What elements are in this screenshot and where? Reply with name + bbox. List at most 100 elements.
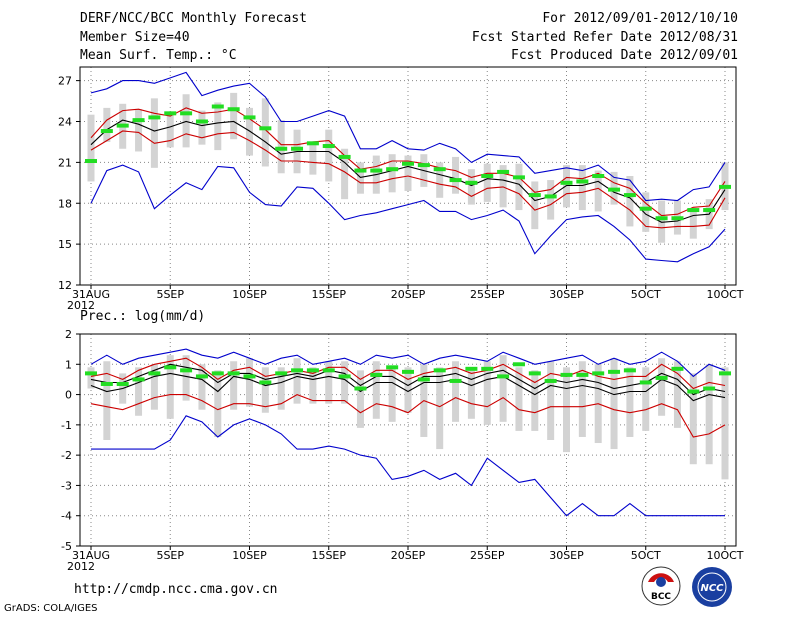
prec-observed-mark: [243, 374, 256, 379]
temp-spread-box: [261, 98, 269, 167]
temp-observed-mark: [592, 174, 605, 178]
prec-observed-mark: [623, 368, 636, 373]
grads-credit: GrADS: COLA/IGES: [4, 603, 98, 614]
temp-observed-mark: [164, 111, 177, 116]
temp-xtick-label: 10SEP: [232, 288, 267, 301]
temp-spread-box: [325, 129, 333, 182]
prec-ytick-label: 1: [65, 358, 72, 371]
prec-line-max: [90, 348, 726, 378]
variable-label: Mean Surf. Temp.: °C: [80, 48, 237, 63]
temp-observed-mark: [275, 146, 288, 151]
temp-spread-box: [341, 148, 349, 200]
temp-spread-box: [214, 102, 222, 151]
ncc-logo-icon: NCC: [692, 567, 732, 607]
forecast-period: For 2012/09/01-2012/10/10: [542, 11, 738, 26]
temp-spread-box: [230, 92, 238, 140]
temp-observed-mark: [85, 159, 97, 164]
prec-observed-mark: [544, 378, 557, 383]
prec-xtick-label: 20SEP: [391, 549, 426, 562]
temp-panel: 12 15 18 21 24 27 31AUG 5SEP 10SEP 15SEP 20SEP 25SE…: [58, 66, 744, 312]
prec-observed-mark: [85, 371, 97, 376]
prec-observed-mark: [512, 362, 525, 367]
temp-spread-box: [531, 181, 539, 230]
prec-xtick-label: 10SEP: [232, 549, 267, 562]
prec-spread-box: [388, 367, 396, 422]
temp-observed-mark: [608, 187, 621, 192]
prec-observed-mark: [592, 371, 605, 376]
temp-spread-box: [436, 162, 444, 198]
agency-logos: BCC NCC: [641, 566, 732, 607]
prec-spread-box: [499, 355, 507, 422]
prec-line-mean: [90, 363, 726, 396]
prec-spread-box: [547, 361, 555, 440]
bcc-logo-icon: BCC: [641, 566, 681, 606]
temp-year-label: 2012: [67, 299, 95, 312]
prec-observed-mark: [703, 386, 716, 391]
temp-line-max: [90, 71, 726, 202]
temp-spread-box: [452, 156, 460, 194]
prec-observed-mark: [560, 372, 573, 377]
temp-xtick-label: 5SEP: [156, 288, 184, 301]
temp-observed-mark: [195, 119, 208, 124]
temp-spread-box: [515, 163, 523, 211]
temp-observed-mark: [402, 161, 414, 166]
temp-observed-mark: [623, 193, 636, 198]
website-link[interactable]: http://cmdp.ncc.cma.gov.cn: [74, 582, 278, 597]
prec-ytick-label: -4: [61, 510, 72, 523]
prec-spread-box: [705, 364, 713, 465]
prec-observed-mark: [291, 368, 304, 373]
prec-observed-mark: [655, 375, 668, 380]
temp-observed-mark: [386, 167, 399, 172]
temp-spread-box: [642, 192, 650, 232]
temp-observed-mark: [497, 169, 510, 174]
prec-ytick-label: -2: [61, 449, 72, 462]
temp-spread-box: [87, 114, 95, 182]
prec-spread-box: [182, 355, 190, 401]
prec-spread-box: [404, 367, 412, 413]
temp-observed-mark: [291, 146, 304, 151]
temp-observed-mark: [100, 129, 113, 134]
fcst-produced-date: Fcst Produced Date 2012/09/01: [511, 48, 738, 63]
temp-observed-mark: [655, 216, 668, 221]
prec-observed-mark: [227, 371, 240, 376]
prec-spread-box: [198, 364, 206, 410]
temp-xtick-label: 10OCT: [706, 288, 743, 301]
ncc-logo-text: NCC: [700, 583, 724, 594]
temp-ytick-label: 24: [58, 116, 72, 129]
temp-spread-box: [658, 200, 666, 243]
prec-spread-box: [87, 367, 95, 389]
temp-ytick-label: 18: [58, 197, 72, 210]
temp-spread-box: [246, 107, 253, 156]
temp-spread-box: [483, 163, 491, 202]
prec-observed-mark: [132, 377, 145, 382]
precip-panel-title: Prec.: log(mm/d): [80, 309, 206, 324]
temp-observed-mark: [671, 216, 684, 221]
temp-line-min: [90, 164, 726, 263]
temp-spread-box: [150, 98, 158, 168]
prec-observed-mark: [116, 381, 129, 386]
temp-observed-mark: [306, 141, 319, 146]
temp-observed-mark: [227, 107, 240, 112]
temp-observed-mark: [211, 104, 224, 109]
temp-spread-box: [277, 120, 285, 174]
temp-observed-mark: [512, 175, 525, 180]
temp-observed-mark: [719, 184, 731, 189]
prec-xtick-label: 5OCT: [631, 549, 661, 562]
prec-xtick-label: 15SEP: [311, 549, 346, 562]
prec-spread-box: [150, 364, 158, 410]
prec-line-min_extreme: [91, 415, 725, 517]
prec-spread-box: [658, 358, 666, 416]
temp-observed-mark: [687, 208, 700, 213]
temp-spread-box: [578, 165, 586, 211]
prec-panel: -5 -4 -3 -2 -1 0 1 2 31AUG 5SEP 10SEP 15SEP 20SEP 25S…: [61, 328, 744, 573]
temp-observed-mark: [354, 168, 367, 173]
temp-observed-mark: [243, 115, 256, 120]
prec-ytick-label: 0: [65, 389, 72, 402]
prec-spread-box: [341, 361, 349, 404]
prec-spread-box: [309, 367, 317, 404]
prec-spread-box: [166, 355, 174, 419]
prec-spread-box: [689, 373, 697, 465]
prec-observed-mark: [449, 378, 462, 383]
prec-observed-mark: [481, 366, 494, 371]
prec-observed-mark: [275, 371, 288, 376]
